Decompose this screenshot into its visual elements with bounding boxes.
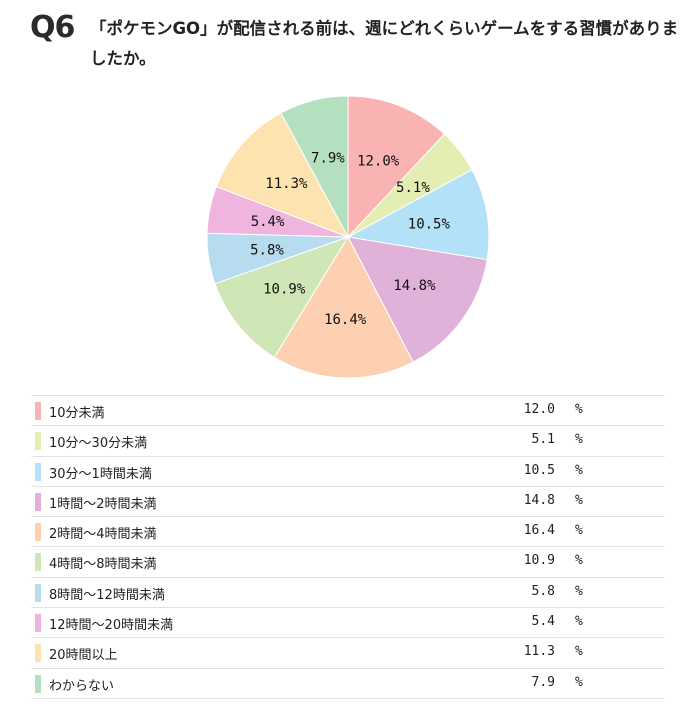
legend-value: 12.0 — [523, 402, 555, 417]
legend-unit: % — [575, 462, 583, 478]
legend-unit: % — [575, 402, 583, 417]
legend-unit: % — [575, 553, 583, 569]
pie-slice — [273, 235, 414, 379]
legend-label: わからない — [49, 678, 115, 694]
legend-row: 12時間〜20時間未満 5.4% — [31, 608, 665, 639]
legend-unit: % — [575, 492, 583, 508]
pie-slice-label: 5.1% — [396, 180, 430, 196]
legend-table: 10分未満 12.0% 10分〜30分未満 5.1% 30分〜1時間未満 10.5% 1時間… — [31, 395, 665, 699]
pie-slice-label: 5.8% — [250, 243, 284, 259]
pie-chart: 12.0% 5.1% 10.5% 14.8% 16.4% 10.9% 5.8% 5.4% 11.… — [206, 95, 490, 379]
legend-label: 2時間〜4時間未満 — [49, 527, 157, 543]
legend-row: 2時間〜4時間未満 16.4% — [31, 517, 665, 548]
legend-value: 16.4 — [523, 523, 555, 539]
legend-swatch — [35, 462, 41, 481]
legend-label: 10分〜30分未満 — [49, 436, 148, 452]
pie-slice — [280, 95, 349, 238]
legend-value: 14.8 — [523, 492, 555, 508]
pie-slice-label: 7.9% — [311, 151, 345, 167]
pie-slice — [347, 95, 446, 239]
pie-slice-label: 10.5% — [408, 216, 451, 232]
pie-slice-label: 16.4% — [324, 312, 367, 328]
legend-row: 10分未満 12.0% — [31, 396, 665, 427]
legend-swatch — [35, 644, 41, 663]
pie-slice-label: 10.9% — [263, 282, 306, 298]
legend-label: 12時間〜20時間未満 — [49, 618, 174, 634]
question-text: 「ポケモンGO」が配信される前は、週にどれくらいゲームをする習慣がありましたか。 — [90, 19, 679, 68]
legend-unit: % — [575, 583, 583, 599]
legend-label: 1時間〜2時間未満 — [49, 496, 157, 512]
legend-row: 4時間〜8時間未満 10.9% — [31, 547, 665, 578]
legend-value: 11.3 — [523, 644, 555, 660]
legend-value: 7.9 — [531, 674, 555, 690]
pie-slice — [347, 236, 488, 363]
legend-label: 8時間〜12時間未満 — [49, 587, 165, 603]
legend-unit: % — [575, 432, 583, 448]
legend-value: 10.9 — [523, 553, 555, 569]
legend-swatch — [35, 523, 41, 542]
legend-label: 4時間〜8時間未満 — [49, 557, 157, 573]
legend-row: 20時間以上 11.3% — [31, 638, 665, 669]
legend-row: 1時間〜2時間未満 14.8% — [31, 487, 665, 518]
legend-swatch — [35, 492, 41, 511]
legend-swatch — [35, 402, 41, 420]
legend-unit: % — [575, 614, 583, 630]
pie-slice-label: 14.8% — [393, 278, 436, 294]
legend-row: 30分〜1時間未満 10.5% — [31, 457, 665, 487]
legend-row: 10分〜30分未満 5.1% — [31, 426, 665, 457]
legend-row: 8時間〜12時間未満 5.8% — [31, 578, 665, 609]
legend-swatch — [35, 674, 41, 693]
legend-label: 20時間以上 — [49, 648, 118, 664]
pie-slice — [215, 112, 350, 238]
question-number: Q6 — [30, 10, 75, 45]
pie-slice-label: 11.3% — [265, 176, 308, 192]
legend-swatch — [35, 614, 41, 633]
legend-swatch — [35, 432, 41, 451]
legend-swatch — [35, 553, 41, 572]
pie-slice-label: 12.0% — [357, 154, 400, 170]
legend-value: 5.4 — [531, 614, 555, 630]
legend-label: 30分〜1時間未満 — [49, 466, 152, 482]
pie-slice-label: 5.4% — [251, 214, 285, 230]
legend-unit: % — [575, 523, 583, 539]
pie-slice — [346, 169, 490, 261]
legend-unit: % — [575, 674, 583, 690]
legend-value: 5.1 — [531, 432, 555, 448]
legend-row: わからない 7.9% — [31, 669, 665, 699]
legend-unit: % — [575, 644, 583, 660]
legend-label: 10分未満 — [49, 406, 105, 421]
legend-value: 10.5 — [523, 462, 555, 478]
pie-slice — [214, 236, 350, 358]
legend-swatch — [35, 583, 41, 602]
legend-value: 5.8 — [531, 583, 555, 599]
